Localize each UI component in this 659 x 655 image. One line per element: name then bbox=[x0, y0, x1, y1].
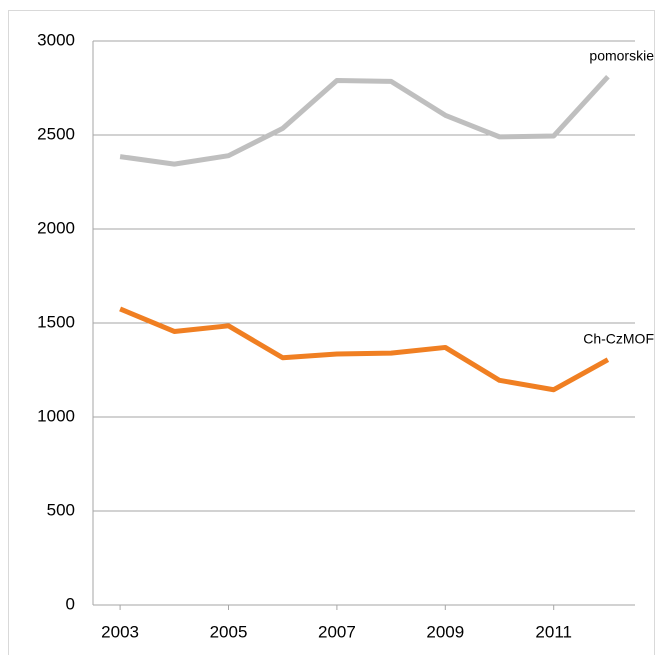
y-tick-label: 1500 bbox=[37, 312, 75, 331]
x-tick-label: 2011 bbox=[535, 622, 572, 641]
x-tick-label: 2005 bbox=[210, 622, 248, 641]
x-tick-label: 2003 bbox=[101, 622, 139, 641]
series-line bbox=[119, 75, 610, 167]
x-tick-label: 2007 bbox=[318, 622, 356, 641]
y-tick-label: 500 bbox=[47, 500, 75, 519]
y-tick-label: 3000 bbox=[37, 30, 75, 49]
series-line bbox=[119, 306, 610, 393]
x-tick-label: 2009 bbox=[426, 622, 464, 641]
chart-frame bbox=[8, 10, 655, 655]
y-tick-label: 2000 bbox=[37, 218, 75, 237]
y-tick-label: 1000 bbox=[37, 406, 75, 425]
series-label: pomorskie bbox=[589, 47, 654, 63]
y-tick-label: 0 bbox=[66, 594, 75, 613]
series-label: Ch-CzMOF bbox=[583, 330, 654, 346]
y-tick-label: 2500 bbox=[37, 124, 75, 143]
